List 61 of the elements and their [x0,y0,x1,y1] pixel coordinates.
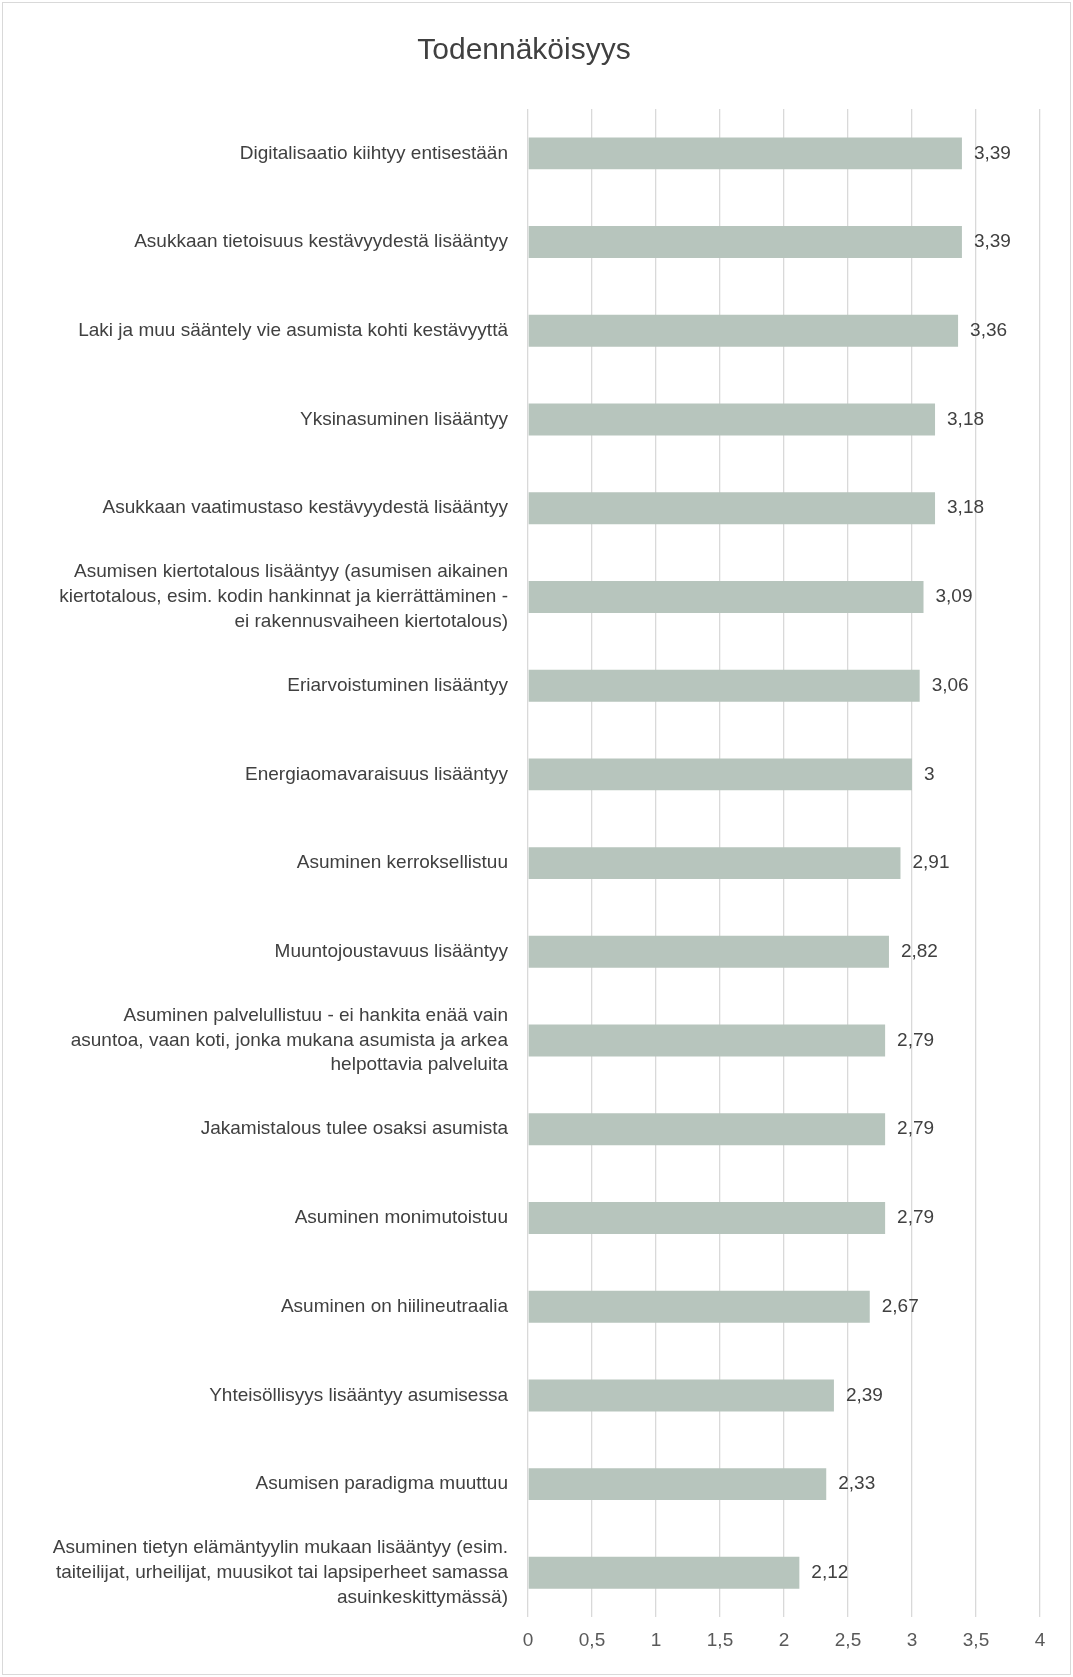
y-tick-label: Asuminen on hiilineutraalia [280,1294,509,1316]
bar [528,580,924,613]
bar [528,314,959,347]
data-label: 2,79 [897,1028,935,1050]
bar [528,1024,886,1057]
y-tick-label: Yksinasuminen lisääntyy [299,407,509,429]
bar [528,1468,827,1501]
bar [528,403,936,436]
data-label: 3,36 [970,319,1008,341]
y-tick-label: Asukkaan vaatimustaso kestävyydestä lisääntyy [102,496,509,518]
bar [528,847,901,880]
bar [528,758,912,791]
data-label: 2,12 [811,1561,849,1583]
bar [528,935,889,968]
data-label: 3,18 [947,496,985,518]
y-tick-label: Asumisen paradigma muuttuu [255,1472,508,1494]
data-label: 3,39 [973,230,1011,252]
y-tick-label: Energiaomavaraisuus lisääntyy [245,762,509,784]
bar [528,1379,834,1412]
x-tick-label: 3,5 [962,1628,990,1650]
y-tick-label: Asuminen monimutoistuu [294,1206,508,1228]
x-tick-label: 2 [778,1628,790,1650]
data-label: 2,79 [897,1206,935,1228]
bar [528,492,936,525]
y-tick-label: Jakamistalous tulee osaksi asumista [200,1117,509,1139]
x-tick-label: 1 [650,1628,662,1650]
x-tick-label: 0,5 [578,1628,606,1650]
bar [528,669,920,702]
x-tick-label: 0 [522,1628,534,1650]
data-label: 2,82 [900,940,938,962]
bar [528,1556,800,1589]
data-label: 2,79 [897,1117,935,1139]
bar [528,1113,886,1146]
y-tick-label: Asuminen tietyn elämäntyylin mukaan lisääntyy (esim. taiteilijat, urheilijat, muusikot tai lapsiperheet samassa asuinkeskittymässä) [52,1536,509,1607]
bar [528,1202,886,1234]
data-label: 3,09 [935,585,973,607]
data-label: 3 [924,762,935,784]
data-label: 3,06 [931,673,969,695]
x-tick-label: 3 [906,1628,918,1650]
x-tick-label: 2,5 [834,1628,862,1650]
bar [528,1290,870,1323]
y-tick-label: Asukkaan tietoisuus kestävyydestä lisääntyy [134,230,509,252]
data-label: 3,39 [973,141,1011,163]
data-label: 2,33 [838,1472,876,1494]
y-tick-label: Asuminen kerroksellistuu [296,851,508,873]
data-label: 2,67 [881,1294,919,1316]
y-tick-label: Laki ja muu sääntely vie asumista kohti kestävyyttä [78,319,509,341]
data-label: 2,39 [845,1383,883,1405]
bar [528,226,962,259]
bar [528,137,962,170]
y-tick-label: Digitalisaatio kiihtyy entisestään [239,141,508,163]
chart-title: Todennäköisyys [417,32,631,66]
y-tick-label: Yhteisöllisyys lisääntyy asumisessa [209,1383,509,1405]
x-tick-label: 4 [1034,1628,1046,1650]
y-tick-label: Asumisen kiertotalous lisääntyy (asumisen aikainen kiertotalous, esim. kodin hankinnat ja kierrättäminen - ei rakennusvaiheen kiertotalous) [59,560,508,631]
data-label: 2,91 [912,851,950,873]
y-tick-label: Muuntojoustavuus lisääntyy [274,940,509,962]
data-label: 3,18 [947,407,985,429]
y-tick-label: Asuminen palvelullistuu - ei hankita enää vain asuntoa, vaan koti, jonka mukana asumista ja arkea helpottavia palveluita [70,1004,509,1075]
y-tick-label: Eriarvoistuminen lisääntyy [287,673,509,695]
x-tick-label: 1,5 [706,1628,734,1650]
